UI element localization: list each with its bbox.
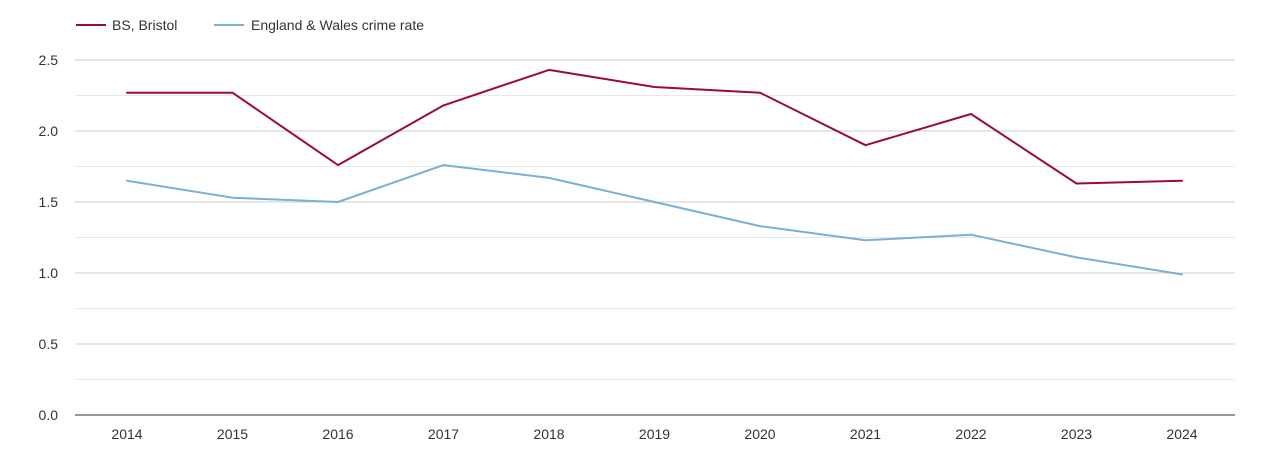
x-tick-label: 2023 (1061, 426, 1092, 442)
data-point-england-wales-2018[interactable] (545, 174, 553, 182)
data-point-bristol-2024[interactable] (1178, 177, 1186, 185)
x-tick-label: 2018 (533, 426, 564, 442)
y-tick-label: 2.0 (39, 123, 59, 139)
y-tick-label: 2.5 (39, 52, 59, 68)
x-tick-label: 2024 (1166, 426, 1197, 442)
data-point-bristol-2020[interactable] (756, 89, 764, 97)
data-point-england-wales-2020[interactable] (756, 222, 764, 230)
y-tick-label: 1.5 (39, 194, 59, 210)
data-point-england-wales-2014[interactable] (123, 177, 131, 185)
data-point-bristol-2019[interactable] (651, 83, 659, 91)
data-point-bristol-2023[interactable] (1073, 180, 1081, 188)
series-layer (123, 66, 1186, 278)
data-point-bristol-2017[interactable] (440, 101, 448, 109)
data-point-england-wales-2022[interactable] (967, 231, 975, 239)
data-point-england-wales-2017[interactable] (440, 161, 448, 169)
x-tick-label: 2021 (850, 426, 881, 442)
data-point-england-wales-2015[interactable] (229, 194, 237, 202)
data-point-bristol-2014[interactable] (123, 89, 131, 97)
chart-legend: BS, Bristol England & Wales crime rate (76, 17, 424, 33)
x-tick-label: 2015 (217, 426, 248, 442)
data-point-england-wales-2019[interactable] (651, 198, 659, 206)
x-tick-label: 2017 (428, 426, 459, 442)
legend-item-bristol[interactable]: BS, Bristol (76, 17, 177, 33)
data-point-bristol-2016[interactable] (334, 161, 342, 169)
legend-label-bristol: BS, Bristol (112, 17, 177, 33)
x-tick-label: 2019 (639, 426, 670, 442)
x-tick-label: 2016 (322, 426, 353, 442)
x-tick-label: 2014 (111, 426, 142, 442)
series-line-england-wales[interactable] (126, 164, 1183, 276)
series-line-bristol[interactable] (126, 68, 1183, 185)
x-tick-label: 2022 (955, 426, 986, 442)
data-point-bristol-2015[interactable] (229, 89, 237, 97)
x-axis-ticks: 2014 2015 2016 2017 2018 2019 2020 2021 2022 2023… (75, 414, 1235, 442)
legend-item-england-wales[interactable]: England & Wales crime rate (214, 17, 424, 33)
data-point-england-wales-2021[interactable] (862, 236, 870, 244)
x-tick-label: 2020 (744, 426, 775, 442)
data-point-england-wales-2024[interactable] (1178, 270, 1186, 278)
data-point-england-wales-2016[interactable] (334, 198, 342, 206)
data-point-bristol-2018[interactable] (545, 66, 553, 74)
legend-label-england-wales: England & Wales crime rate (251, 17, 424, 33)
y-axis-ticks: 0.0 0.5 1.0 1.5 2.0 2.5 (39, 52, 59, 423)
y-tick-label: 0.5 (39, 336, 59, 352)
data-point-england-wales-2023[interactable] (1073, 253, 1081, 261)
data-point-bristol-2021[interactable] (862, 141, 870, 149)
y-tick-label: 0.0 (39, 407, 59, 423)
data-point-bristol-2022[interactable] (967, 110, 975, 118)
y-tick-label: 1.0 (39, 265, 59, 281)
grid-lines (75, 59, 1235, 380)
